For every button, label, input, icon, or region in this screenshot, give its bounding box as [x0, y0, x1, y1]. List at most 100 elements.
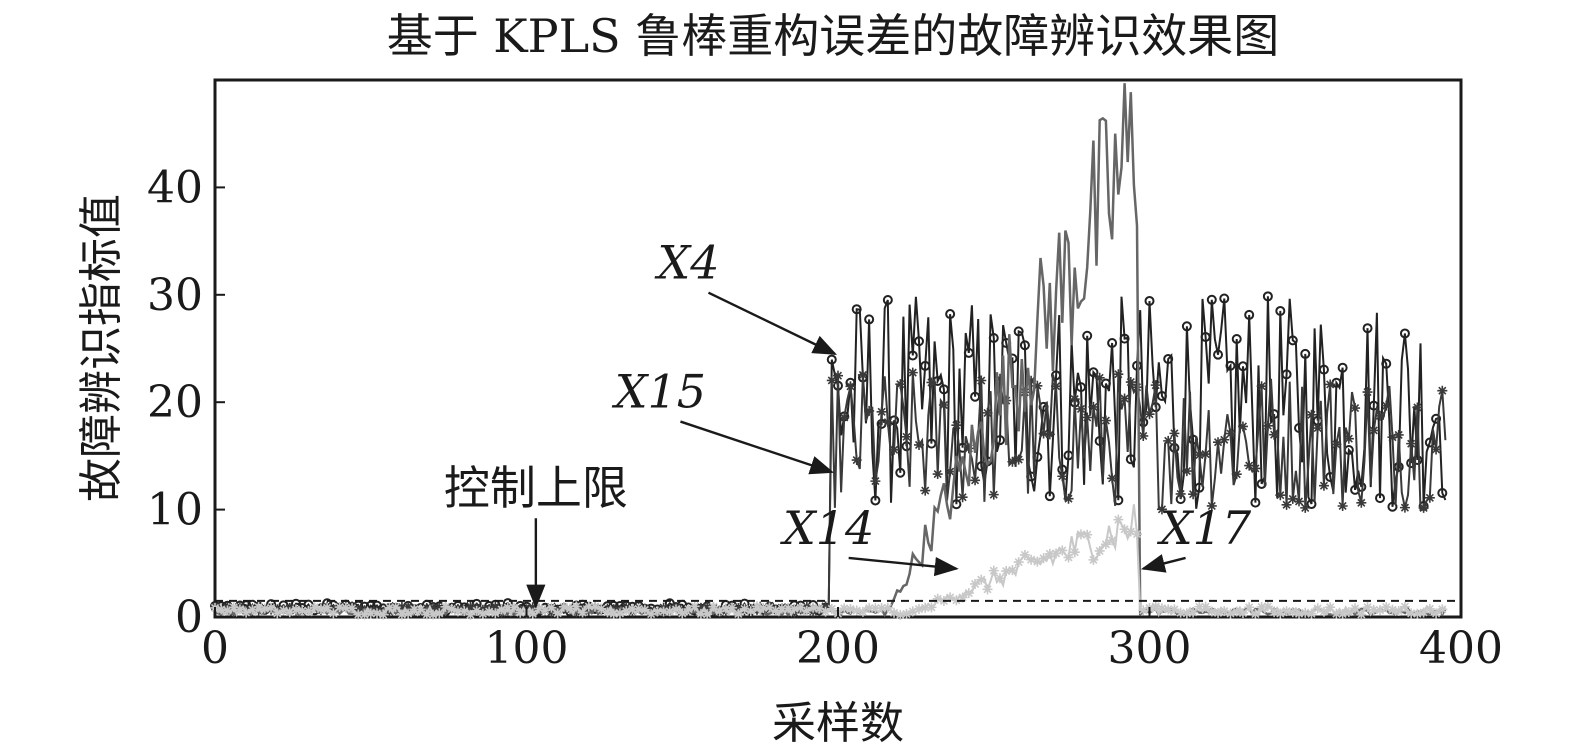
data-point — [565, 603, 576, 614]
data-point — [938, 400, 949, 411]
data-point — [1356, 497, 1367, 508]
data-point — [994, 373, 1005, 384]
annotation-layer: X4 X15 X14 X17 控制上限 — [444, 236, 1252, 609]
data-point — [695, 602, 706, 613]
data-point — [1026, 375, 1037, 386]
data-point — [1275, 608, 1286, 619]
data-point — [1107, 535, 1118, 546]
data-point — [1125, 377, 1136, 388]
data-point — [365, 608, 376, 619]
data-point — [359, 609, 370, 620]
annotation: X14 — [780, 501, 959, 577]
data-point — [1013, 557, 1024, 568]
data-point — [926, 377, 937, 388]
chart-title: 基于 KPLS 鲁棒重构误差的故障辨识效果图 — [387, 9, 1280, 63]
data-point — [465, 609, 476, 620]
data-point — [1044, 548, 1055, 559]
data-point — [434, 608, 445, 619]
data-point — [895, 609, 906, 620]
data-point — [1318, 480, 1329, 491]
data-point — [1356, 609, 1367, 620]
data-point — [1337, 362, 1348, 373]
data-point — [371, 608, 382, 619]
data-point — [982, 407, 993, 418]
data-point — [671, 604, 682, 615]
data-point — [1075, 382, 1086, 393]
data-point — [1418, 607, 1429, 618]
data-point — [646, 609, 657, 620]
data-point — [988, 565, 999, 576]
data-point — [1231, 334, 1242, 345]
data-point — [1406, 608, 1417, 619]
data-point — [1431, 608, 1442, 619]
data-point — [1350, 603, 1361, 614]
data-point — [870, 476, 881, 487]
data-point — [1144, 409, 1155, 420]
data-point — [1125, 454, 1136, 465]
data-point — [1219, 293, 1230, 304]
data-point — [945, 309, 956, 320]
data-point — [434, 603, 445, 614]
data-point — [290, 604, 301, 615]
data-point — [1368, 400, 1379, 411]
data-point — [403, 601, 414, 612]
data-point — [839, 603, 850, 614]
x-tick-label: 400 — [1419, 623, 1503, 674]
data-point — [1431, 444, 1442, 455]
data-point — [1256, 601, 1267, 612]
data-point — [1069, 547, 1080, 558]
data-point — [851, 455, 862, 466]
data-point — [396, 609, 407, 620]
data-point — [652, 606, 663, 617]
data-point — [1287, 335, 1298, 346]
data-point — [228, 602, 239, 613]
data-point — [558, 601, 569, 612]
series-4 — [210, 504, 1448, 620]
data-point — [826, 354, 837, 365]
data-point — [920, 485, 931, 496]
data-point — [247, 604, 258, 615]
data-point — [1294, 608, 1305, 619]
data-point — [1381, 400, 1392, 411]
data-point — [970, 391, 981, 402]
data-point — [1188, 489, 1199, 500]
data-point — [334, 602, 345, 613]
data-point — [1231, 469, 1242, 480]
data-point — [1287, 607, 1298, 618]
data-point — [1256, 381, 1267, 392]
data-point — [1082, 330, 1093, 341]
data-point — [509, 602, 520, 613]
data-point — [1175, 607, 1186, 618]
data-point — [1094, 545, 1105, 556]
data-point — [1132, 382, 1143, 393]
data-point — [1244, 460, 1255, 471]
data-point — [932, 593, 943, 604]
data-point — [845, 604, 856, 615]
data-point — [988, 489, 999, 500]
data-point — [266, 602, 277, 613]
data-point — [970, 475, 981, 486]
data-point — [1287, 493, 1298, 504]
series-2 — [210, 367, 1448, 618]
annotation: 控制上限 — [444, 461, 628, 609]
data-point — [216, 604, 227, 615]
data-point — [1237, 421, 1248, 432]
data-point — [384, 602, 395, 613]
x-axis-label: 采样数 — [772, 698, 904, 749]
data-point — [1200, 331, 1211, 342]
data-point — [783, 603, 794, 614]
data-point — [315, 604, 326, 615]
annotation: X4 — [654, 236, 838, 355]
data-point — [1225, 360, 1236, 371]
data-point — [1381, 358, 1392, 369]
data-point — [452, 606, 463, 617]
data-point — [1350, 403, 1361, 414]
annotation-label: X14 — [780, 501, 874, 555]
data-point — [1424, 492, 1435, 503]
data-point — [845, 381, 856, 392]
data-point — [988, 333, 999, 344]
data-point — [396, 601, 407, 612]
data-point — [590, 601, 601, 612]
data-point — [820, 606, 831, 617]
data-point — [895, 379, 906, 390]
